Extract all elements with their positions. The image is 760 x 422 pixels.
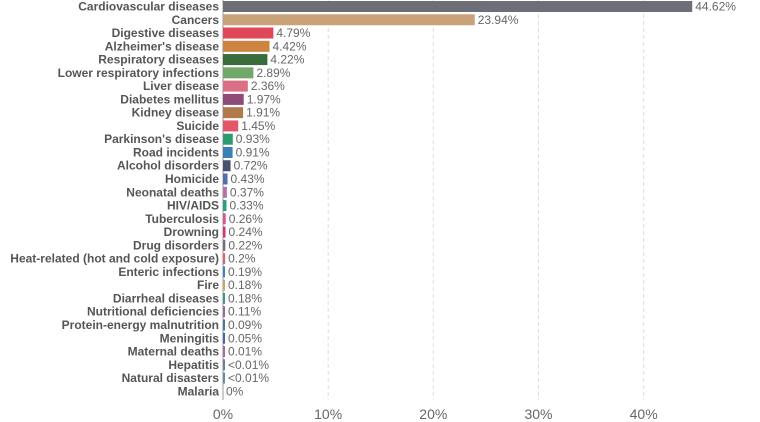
category-label: Tuberculosis [145,212,219,226]
category-label: Homicide [165,172,219,186]
category-label: Natural disasters [122,371,220,385]
bar [223,133,233,145]
bar [223,239,226,251]
category-label: Protein-energy malnutrition [62,318,219,332]
bar [223,319,225,331]
bar [223,14,475,26]
category-label: Fire [197,278,219,292]
bar [223,146,233,158]
category-labels: Cardiovascular diseasesCancersDigestive … [10,0,219,398]
bar [223,266,225,278]
bar [223,346,225,358]
value-label: 2.89% [256,66,290,80]
bar [223,1,693,12]
bar [223,120,239,132]
value-label: 1.45% [241,119,275,133]
x-tick-label: 40% [630,406,658,422]
bar [223,332,225,344]
category-label: Suicide [176,119,219,133]
value-label: 0.22% [228,238,262,252]
value-label: 0.05% [228,331,262,345]
bar [223,372,225,384]
bar [223,306,225,318]
value-label: 0.18% [228,278,262,292]
value-label: 0.33% [229,199,263,213]
x-axis-ticks: 0% 10% 20% 30% 40% [213,406,658,422]
value-label: 0.18% [228,291,262,305]
category-label: Maternal deaths [128,345,220,359]
category-label: Parkinson's disease [104,132,219,146]
category-label: Cardiovascular diseases [78,0,219,14]
category-label: Diarrheal diseases [113,291,219,305]
category-label: Digestive diseases [112,26,220,40]
value-label: 0.72% [234,159,268,173]
value-label: 0.37% [230,185,264,199]
value-label: 0.09% [228,318,262,332]
value-label: 0% [226,384,244,398]
bar [223,292,225,304]
category-label: Heat-related (hot and cold exposure) [10,252,219,266]
value-label: 0.11% [228,305,261,319]
value-labels: 44.62%23.94%4.79%4.42%4.22%2.89%2.36%1.9… [226,0,736,398]
value-label: 0.43% [231,172,265,186]
bar [223,200,227,212]
category-label: Drug disorders [133,238,219,252]
value-label: <0.01% [228,371,269,385]
bar [223,226,226,238]
x-tick-label: 30% [524,406,552,422]
category-label: Alzheimer's disease [105,39,220,53]
category-label: Neonatal deaths [126,185,219,199]
bar [223,40,270,52]
category-label: Hepatitis [168,358,219,372]
category-label: HIV/AIDS [167,199,219,213]
bar [223,279,225,291]
category-label: Cancers [172,13,220,27]
category-label: Alcohol disorders [117,159,219,173]
bars [223,1,693,384]
value-label: 0.01% [228,345,262,359]
category-label: Diabetes mellitus [120,92,219,106]
category-label: Nutritional deficiencies [87,305,219,319]
value-label: 0.24% [229,225,263,239]
x-tick-label: 20% [419,406,447,422]
category-label: Respiratory diseases [98,53,219,67]
category-label: Meningitis [160,331,220,345]
bar [223,27,274,39]
x-tick-label: 0% [213,406,233,422]
category-label: Enteric infections [118,265,219,279]
bar [223,359,225,371]
value-label: <0.01% [228,358,269,372]
value-label: 4.79% [276,26,310,40]
value-label: 0.2% [228,252,256,266]
category-label: Malaria [178,384,220,398]
value-label: 1.91% [246,106,280,120]
bar [223,173,228,185]
bar [223,54,268,66]
bar [223,93,244,105]
category-label: Lower respiratory infections [58,66,220,80]
x-tick-label: 10% [314,406,342,422]
category-label: Kidney disease [132,106,220,120]
category-label: Drowning [164,225,219,239]
value-label: 0.91% [236,145,270,159]
value-label: 23.94% [478,13,519,27]
bar [223,160,231,172]
bar [223,213,226,225]
value-label: 1.97% [247,92,281,106]
bar [223,186,227,198]
value-label: 4.42% [272,39,306,53]
bar [223,67,254,79]
value-label: 0.93% [236,132,270,146]
bar [223,107,244,119]
value-label: 44.62% [695,0,736,14]
value-label: 2.36% [251,79,285,93]
category-label: Liver disease [143,79,219,93]
bar [223,80,248,92]
category-label: Road incidents [133,145,219,159]
value-label: 4.22% [270,53,304,67]
value-label: 0.26% [229,212,263,226]
bar [223,253,226,265]
value-label: 0.19% [228,265,262,279]
